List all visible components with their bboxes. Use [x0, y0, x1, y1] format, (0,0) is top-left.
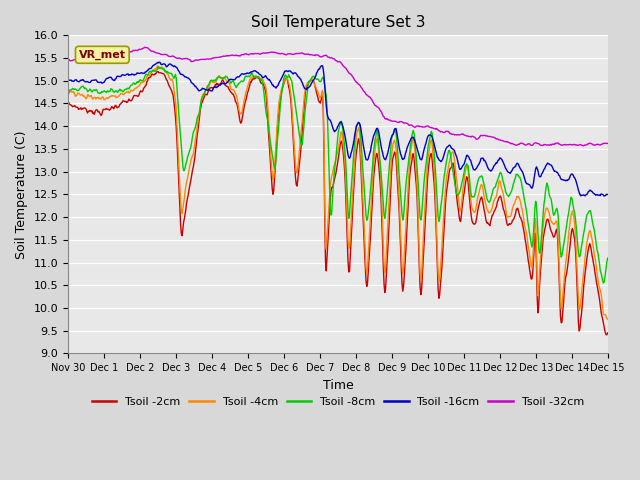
Tsoil -16cm	[214, 84, 221, 89]
Tsoil -32cm	[404, 121, 412, 127]
Tsoil -2cm	[420, 245, 428, 251]
Tsoil -16cm	[185, 76, 193, 82]
Tsoil -32cm	[185, 57, 193, 62]
Y-axis label: Soil Temperature (C): Soil Temperature (C)	[15, 130, 28, 259]
Tsoil -32cm	[604, 141, 612, 146]
Tsoil -2cm	[604, 330, 612, 336]
Text: VR_met: VR_met	[79, 49, 126, 60]
Line: Tsoil -16cm: Tsoil -16cm	[68, 62, 608, 196]
Tsoil -32cm	[420, 124, 428, 130]
Tsoil -4cm	[64, 90, 72, 96]
Tsoil -2cm	[129, 94, 137, 99]
Tsoil -32cm	[74, 55, 82, 61]
Tsoil -16cm	[74, 78, 82, 84]
Tsoil -8cm	[404, 163, 412, 168]
Tsoil -16cm	[64, 77, 72, 83]
Tsoil -16cm	[420, 147, 428, 153]
Tsoil -32cm	[214, 55, 221, 60]
Line: Tsoil -8cm: Tsoil -8cm	[68, 67, 608, 283]
Tsoil -4cm	[420, 224, 428, 229]
Tsoil -32cm	[580, 143, 588, 149]
Tsoil -8cm	[74, 88, 82, 94]
Tsoil -8cm	[154, 64, 162, 70]
Tsoil -2cm	[602, 332, 610, 338]
Tsoil -4cm	[154, 63, 161, 69]
Legend: Tsoil -2cm, Tsoil -4cm, Tsoil -8cm, Tsoil -16cm, Tsoil -32cm: Tsoil -2cm, Tsoil -4cm, Tsoil -8cm, Tsoi…	[87, 393, 589, 411]
Line: Tsoil -32cm: Tsoil -32cm	[68, 47, 608, 146]
Tsoil -8cm	[604, 255, 612, 261]
Tsoil -32cm	[141, 44, 148, 50]
Tsoil -8cm	[185, 150, 193, 156]
Line: Tsoil -4cm: Tsoil -4cm	[68, 66, 608, 319]
Title: Soil Temperature Set 3: Soil Temperature Set 3	[251, 15, 425, 30]
Tsoil -16cm	[604, 192, 612, 197]
Tsoil -2cm	[154, 69, 161, 74]
Tsoil -8cm	[420, 181, 428, 187]
Tsoil -2cm	[74, 105, 82, 110]
Tsoil -4cm	[404, 185, 412, 191]
X-axis label: Time: Time	[323, 379, 353, 392]
Tsoil -4cm	[74, 90, 82, 96]
Tsoil -8cm	[64, 92, 72, 98]
Tsoil -2cm	[404, 204, 412, 209]
Tsoil -16cm	[404, 143, 412, 148]
Tsoil -8cm	[600, 280, 607, 286]
Tsoil -2cm	[64, 98, 72, 104]
Tsoil -16cm	[154, 60, 162, 65]
Tsoil -8cm	[214, 75, 221, 81]
Tsoil -4cm	[129, 88, 137, 94]
Tsoil -16cm	[600, 193, 608, 199]
Tsoil -2cm	[185, 188, 193, 193]
Tsoil -32cm	[129, 48, 137, 53]
Tsoil -4cm	[185, 168, 193, 173]
Line: Tsoil -2cm: Tsoil -2cm	[68, 72, 608, 335]
Tsoil -8cm	[129, 80, 137, 86]
Tsoil -2cm	[214, 82, 221, 87]
Tsoil -32cm	[64, 56, 72, 62]
Tsoil -4cm	[214, 76, 221, 82]
Tsoil -16cm	[129, 72, 137, 77]
Tsoil -4cm	[604, 316, 612, 322]
